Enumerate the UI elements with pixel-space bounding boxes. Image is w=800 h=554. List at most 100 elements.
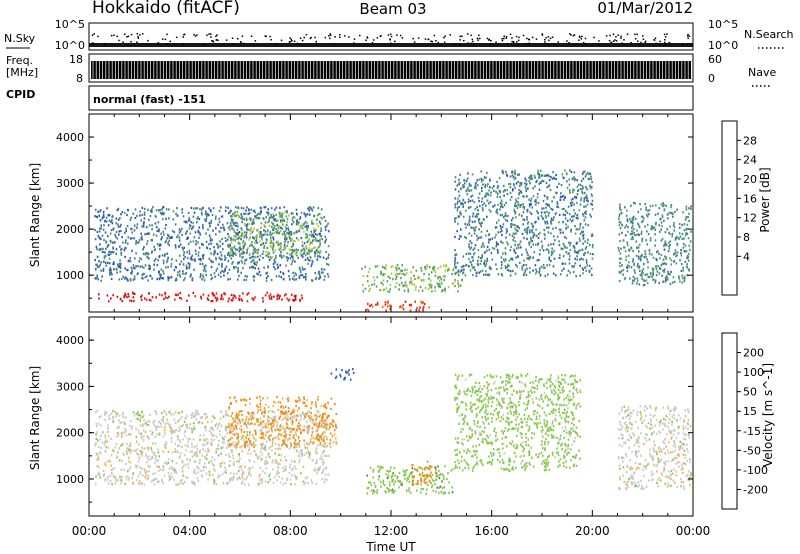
- range-gate-cell: [401, 281, 403, 285]
- range-gate-cell: [280, 243, 282, 246]
- range-gate-cell: [284, 234, 286, 238]
- range-gate-cell: [325, 473, 327, 476]
- range-gate-cell: [184, 221, 187, 224]
- range-gate-cell: [316, 410, 318, 413]
- range-gate-cell: [679, 226, 681, 229]
- range-gate-cell: [191, 450, 193, 453]
- range-gate-cell: [224, 435, 227, 438]
- range-gate-cell: [254, 296, 256, 299]
- range-gate-cell: [371, 305, 374, 308]
- range-gate-cell: [497, 243, 500, 246]
- range-gate-cell: [490, 191, 492, 194]
- range-gate-cell: [303, 247, 305, 250]
- range-gate-cell: [292, 244, 294, 247]
- range-gate-cell: [94, 268, 97, 271]
- range-gate-cell: [234, 251, 237, 254]
- range-gate-cell: [416, 307, 418, 310]
- range-gate-cell: [403, 289, 406, 292]
- range-gate-cell: [472, 253, 475, 256]
- range-gate-cell: [665, 204, 667, 207]
- range-gate-cell: [473, 232, 476, 235]
- range-gate-cell: [267, 212, 270, 215]
- range-gate-cell: [678, 277, 681, 280]
- range-gate-cell: [234, 235, 237, 238]
- range-gate-cell: [274, 256, 277, 260]
- range-gate-cell: [550, 243, 552, 246]
- range-gate-cell: [651, 267, 654, 270]
- range-gate-cell: [688, 219, 690, 223]
- freq-label-line2: [MHz]: [6, 66, 38, 79]
- nsky-point: [517, 39, 520, 42]
- range-gate-cell: [267, 481, 270, 484]
- range-gate-cell: [301, 248, 304, 251]
- range-gate-cell: [591, 195, 593, 198]
- nsky-point: [634, 33, 636, 36]
- range-gate-cell: [493, 185, 495, 188]
- range-gate-cell: [686, 232, 689, 235]
- range-gate-cell: [188, 426, 191, 429]
- range-gate-cell: [452, 268, 454, 272]
- range-gate-cell: [174, 450, 177, 453]
- range-gate-cell: [199, 449, 201, 452]
- range-gate-cell: [230, 442, 233, 445]
- range-gate-cell: [488, 202, 490, 205]
- range-gate-cell: [560, 247, 563, 250]
- range-gate-cell: [306, 227, 308, 230]
- range-gate-cell: [547, 248, 549, 251]
- range-gate-cell: [240, 234, 243, 237]
- range-gate-cell: [261, 422, 263, 425]
- range-gate-cell: [228, 212, 230, 215]
- range-gate-cell: [663, 248, 666, 251]
- range-gate-cell: [104, 436, 107, 439]
- range-gate-cell: [481, 269, 484, 272]
- range-gate-cell: [246, 250, 248, 253]
- range-gate-cell: [663, 268, 666, 271]
- range-gate-cell: [281, 418, 283, 421]
- range-gate-cell: [214, 424, 217, 427]
- range-gate-cell: [408, 303, 411, 307]
- range-gate-cell: [477, 184, 479, 187]
- range-gate-cell: [153, 245, 155, 248]
- range-gate-cell: [623, 246, 626, 249]
- range-gate-cell: [186, 237, 188, 240]
- range-gate-cell: [254, 211, 256, 214]
- range-gate-cell: [185, 232, 187, 235]
- nsky-point: [472, 40, 474, 43]
- range-gate-cell: [163, 429, 166, 432]
- nsky-point: [92, 42, 94, 44]
- range-gate-cell: [496, 248, 499, 252]
- range-gate-cell: [282, 466, 284, 470]
- range-gate-cell: [639, 203, 641, 206]
- range-gate-cell: [124, 267, 126, 270]
- range-gate-cell: [259, 206, 262, 209]
- range-gate-cell: [309, 206, 312, 209]
- range-gate-cell: [143, 246, 145, 249]
- range-gate-cell: [146, 242, 148, 245]
- range-gate-cell: [127, 208, 129, 212]
- range-gate-cell: [238, 453, 240, 456]
- range-gate-cell: [104, 231, 107, 234]
- range-gate-cell: [272, 416, 275, 419]
- range-gate-cell: [405, 272, 408, 275]
- range-gate-cell: [307, 411, 310, 414]
- range-gate-cell: [483, 262, 485, 265]
- range-gate-cell: [98, 265, 100, 268]
- range-gate-cell: [667, 270, 669, 273]
- range-gate-cell: [508, 269, 510, 272]
- nsky-point: [390, 42, 392, 44]
- range-gate-cell: [577, 251, 579, 254]
- range-gate-cell: [107, 482, 110, 485]
- range-gate-cell: [202, 448, 204, 451]
- range-gate-cell: [163, 254, 166, 257]
- range-gate-cell: [574, 196, 576, 199]
- range-gate-cell: [306, 240, 309, 244]
- nsky-point: [371, 41, 374, 44]
- range-gate-cell: [648, 213, 650, 216]
- range-gate-cell: [131, 249, 133, 252]
- range-gate-cell: [220, 275, 222, 278]
- range-gate-cell: [467, 206, 470, 209]
- range-gate-cell: [135, 226, 138, 229]
- range-gate-cell: [244, 242, 246, 245]
- range-gate-cell: [280, 412, 283, 415]
- range-gate-cell: [655, 274, 658, 277]
